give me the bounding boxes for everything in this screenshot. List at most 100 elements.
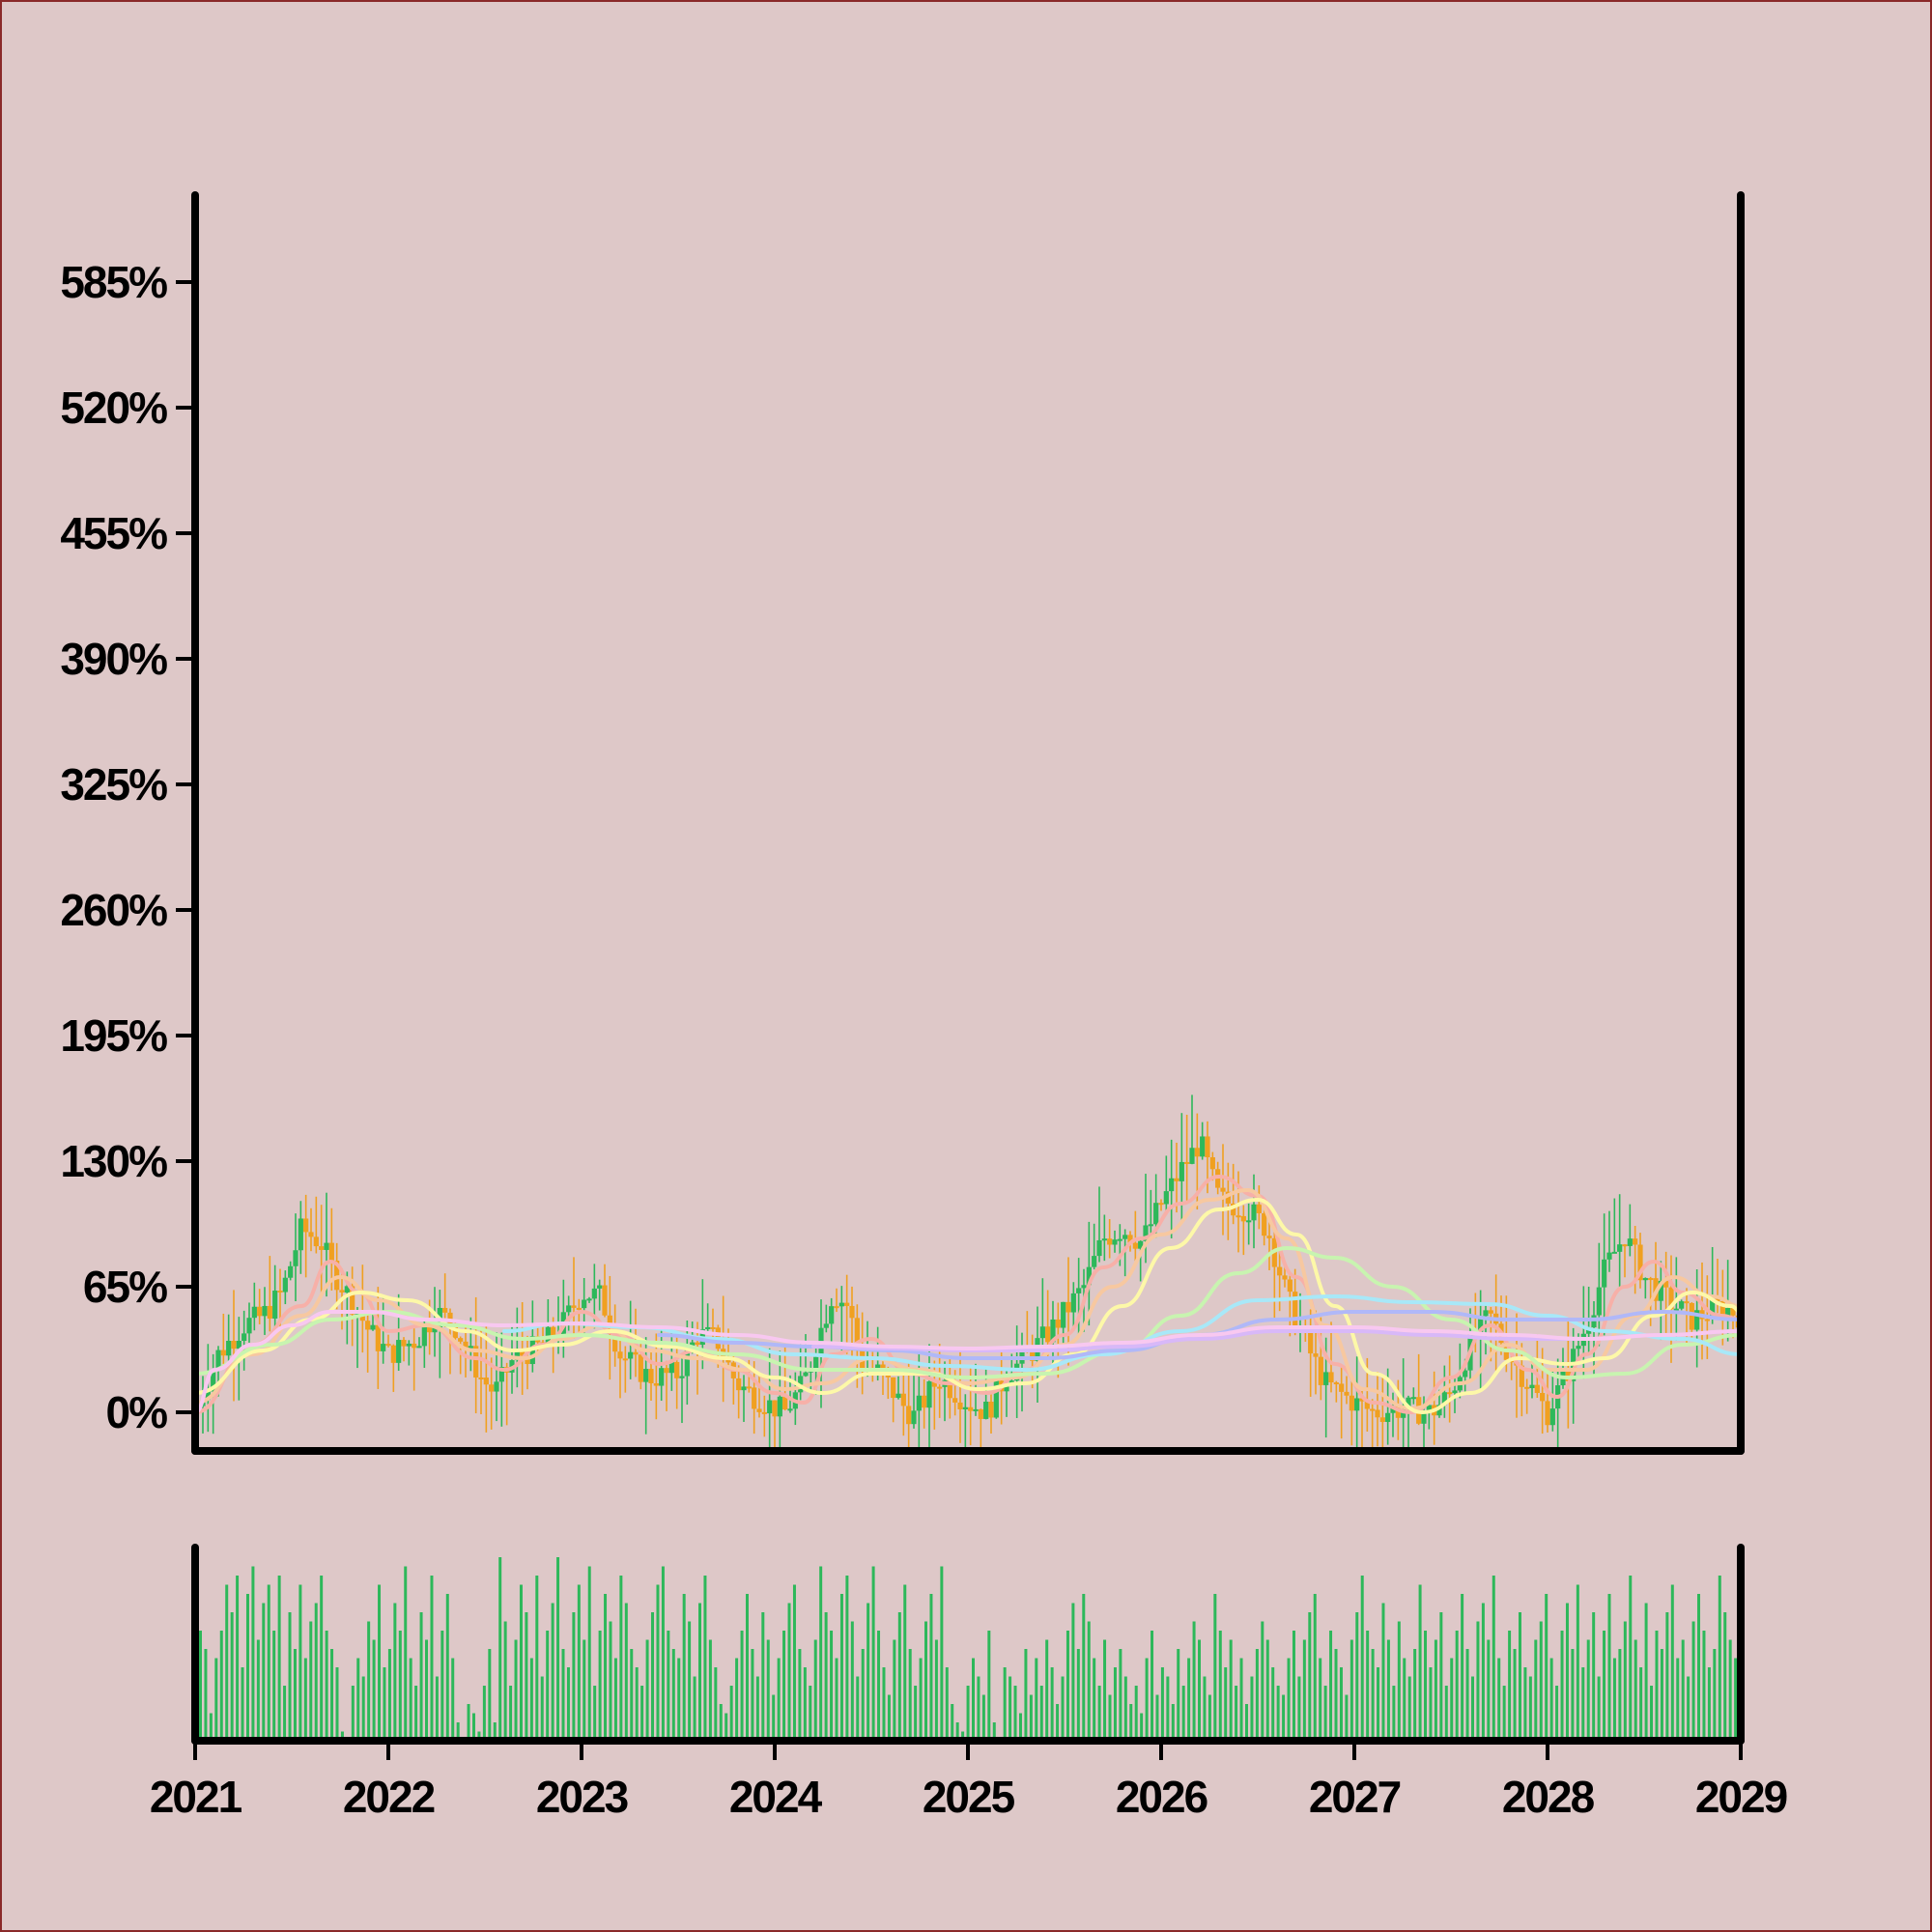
volume-bar (1334, 1649, 1338, 1741)
candle (328, 1208, 334, 1292)
volume-bar (966, 1686, 970, 1741)
candle-body (344, 1286, 350, 1293)
candle (1441, 1365, 1447, 1418)
y-tick-label: 195% (60, 1010, 167, 1061)
volume-bar (777, 1658, 781, 1741)
candle (1555, 1358, 1561, 1449)
candle-body (1132, 1242, 1138, 1249)
volume-bar (593, 1686, 597, 1741)
volume-bar (1235, 1686, 1238, 1741)
candle (1580, 1286, 1586, 1379)
candle-body (1524, 1386, 1530, 1389)
x-tick-label: 2024 (729, 1772, 823, 1822)
candle-body (679, 1376, 685, 1378)
candle-body (1117, 1238, 1122, 1241)
volume-bar (325, 1631, 328, 1741)
y-tick-label: 390% (60, 634, 167, 684)
candle (926, 1344, 932, 1449)
candle (1493, 1274, 1499, 1374)
candle (1184, 1114, 1190, 1204)
candle (679, 1354, 685, 1424)
volume-bar (409, 1658, 412, 1741)
volume-bar (850, 1621, 854, 1741)
candle (798, 1344, 804, 1401)
volume-bar (1177, 1649, 1180, 1741)
volume-bar (1429, 1667, 1433, 1741)
candle (1333, 1380, 1339, 1403)
candle-body (653, 1383, 659, 1386)
x-tick-label: 2021 (150, 1772, 242, 1822)
x-tick-label: 2026 (1116, 1772, 1208, 1822)
candle-body (931, 1381, 937, 1387)
candle-body (1189, 1148, 1195, 1164)
volume-bar (871, 1566, 875, 1741)
volume-bar (667, 1631, 670, 1741)
candle (1112, 1230, 1118, 1253)
candle-body (545, 1326, 551, 1345)
volume-bar (241, 1667, 244, 1741)
volume-bar (398, 1631, 402, 1741)
candle-body (416, 1346, 422, 1349)
candle (1163, 1155, 1169, 1215)
volume-bar (1171, 1704, 1175, 1741)
candle (1262, 1207, 1267, 1246)
candle-body (226, 1341, 232, 1356)
candle-body (1447, 1392, 1453, 1395)
volume-bar (230, 1612, 234, 1741)
candle (653, 1333, 659, 1420)
candle (385, 1334, 391, 1348)
volume-bar (551, 1603, 554, 1741)
candle-body (628, 1351, 634, 1359)
candle (829, 1297, 835, 1342)
candle (1293, 1268, 1298, 1336)
volume-bar (1360, 1576, 1364, 1741)
volume-bar (619, 1576, 623, 1741)
volume-bar (1371, 1649, 1375, 1741)
y-tick-label: 260% (60, 885, 167, 935)
candle (576, 1298, 582, 1335)
candle (906, 1363, 912, 1448)
volume-bar (1082, 1594, 1086, 1741)
candle-body (664, 1368, 669, 1374)
moving-average-lines (193, 1175, 1743, 1414)
candle (617, 1339, 623, 1399)
candle (262, 1287, 268, 1335)
volume-bar (1355, 1612, 1359, 1741)
candle (767, 1348, 773, 1449)
candle-body (468, 1346, 473, 1349)
volume-bar (1545, 1594, 1548, 1741)
candle-body (1375, 1409, 1380, 1418)
volume-bar (546, 1631, 550, 1741)
candle-body (1679, 1301, 1685, 1309)
volume-bar (1319, 1658, 1322, 1741)
volume-bar (1655, 1631, 1659, 1741)
candle-body (1421, 1411, 1427, 1424)
candle-body (756, 1408, 762, 1412)
volume-bar (503, 1621, 507, 1741)
volume-bar (1476, 1621, 1480, 1741)
candle-body (648, 1369, 654, 1384)
candle (1148, 1189, 1153, 1234)
volume-bar (393, 1603, 397, 1741)
volume-bar (1097, 1686, 1101, 1741)
candle (1328, 1321, 1334, 1393)
volume-bar (1129, 1704, 1133, 1741)
candle (772, 1400, 778, 1449)
volume-bar (1297, 1676, 1301, 1741)
candle (298, 1201, 303, 1274)
candle-body (1596, 1287, 1602, 1316)
volume-bar (1350, 1639, 1353, 1741)
y-tick-label: 585% (60, 257, 167, 307)
candle (730, 1353, 736, 1405)
candle (1694, 1268, 1700, 1368)
candle (1240, 1205, 1246, 1256)
candle-body (854, 1318, 860, 1346)
candle-body (1658, 1280, 1663, 1301)
volume-bar (1444, 1686, 1448, 1741)
volume-bar (945, 1667, 949, 1741)
candle (272, 1264, 278, 1332)
candle (246, 1302, 252, 1343)
volume-bar (309, 1621, 313, 1741)
candle-body (983, 1402, 989, 1419)
candle-body (1240, 1215, 1246, 1222)
